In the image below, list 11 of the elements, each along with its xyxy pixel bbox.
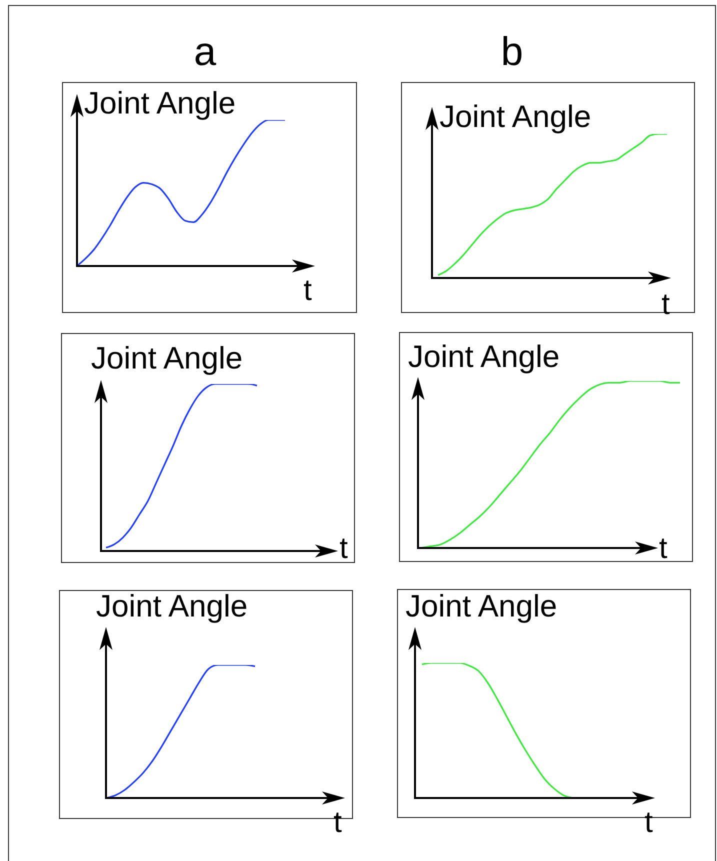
y-axis-title: Joint Angle (91, 340, 243, 376)
y-axis-title: Joint Angle (84, 86, 236, 120)
x-axis-title: t (340, 532, 348, 565)
y-axis-title: Joint Angle (440, 99, 592, 134)
y-axis-title: Joint Angle (96, 588, 248, 624)
x-axis-title: t (304, 274, 312, 307)
y-axis-title: Joint Angle (408, 339, 560, 374)
x-axis-title: t (659, 532, 668, 565)
chart-title: b (500, 30, 524, 74)
y-axis-title: Joint Angle (406, 588, 558, 624)
chart-title: a (194, 30, 217, 74)
